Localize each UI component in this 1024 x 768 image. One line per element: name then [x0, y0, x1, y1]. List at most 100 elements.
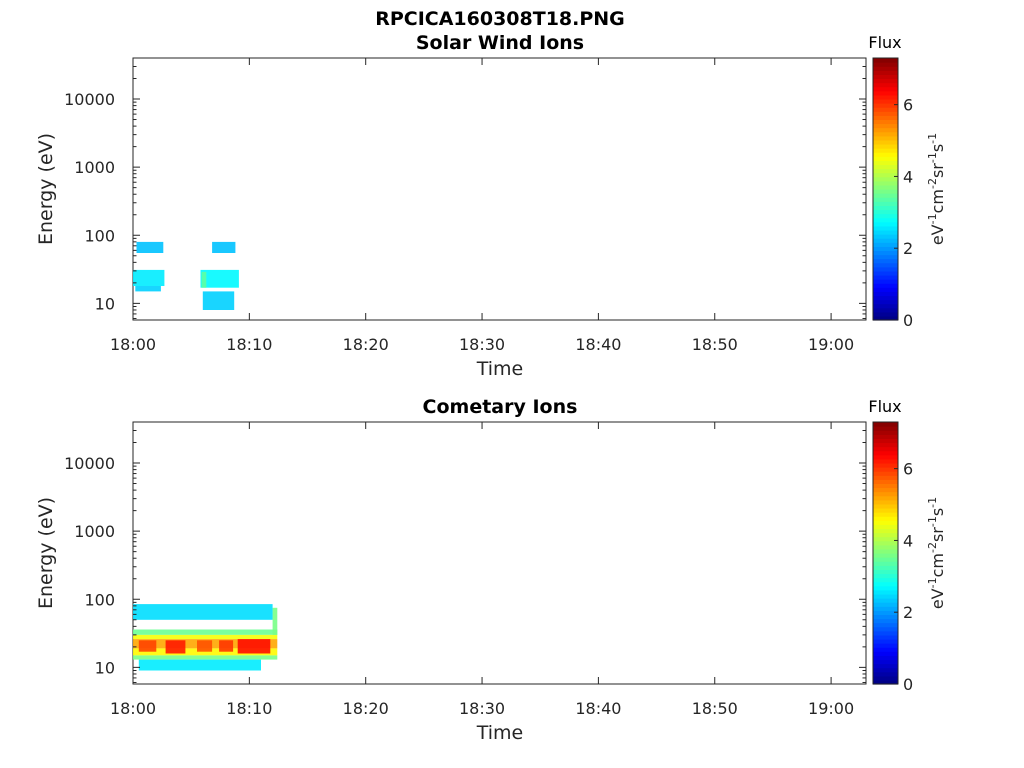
heatmap-cell: [138, 640, 157, 652]
heatmap-cell: [197, 640, 213, 652]
colorbar-band: [873, 213, 898, 219]
colorbar-band: [873, 94, 898, 100]
y-tick-label: 1000: [74, 522, 115, 541]
colorbar-band: [873, 561, 898, 566]
unit-exponent: -1: [926, 577, 939, 588]
colorbar-band: [873, 311, 898, 317]
colorbar-band: [873, 593, 898, 599]
colorbar-band: [873, 446, 898, 452]
colorbar-band: [873, 283, 898, 288]
colorbar-band: [873, 172, 898, 178]
colorbar-band: [873, 58, 898, 63]
y-tick-label: 10000: [64, 90, 115, 109]
colorbar-band: [873, 287, 898, 292]
colorbar-band: [873, 176, 898, 182]
colorbar-band: [873, 475, 898, 480]
heatmap-cell: [138, 659, 261, 671]
colorbar-band: [873, 111, 898, 116]
colorbar-band: [873, 544, 898, 550]
colorbar-band: [873, 483, 898, 489]
colorbar-band: [873, 581, 898, 587]
colorbar-band: [873, 70, 898, 75]
colorbar-unit-label: eV-1cm-2sr-1s-1: [926, 133, 947, 245]
colorbar-band: [873, 189, 898, 194]
colorbar-band: [873, 184, 898, 190]
colorbar-tick-label: 2: [903, 603, 913, 622]
colorbar-band: [873, 168, 898, 174]
colorbar-band: [873, 638, 898, 644]
colorbar-band: [873, 520, 898, 525]
unit-base: s: [928, 508, 947, 516]
colorbar-band: [873, 274, 898, 280]
y-tick-label: 100: [84, 226, 115, 245]
unit-base: eV: [928, 224, 947, 245]
figure-title: RPCICA160308T18.PNG: [375, 8, 625, 30]
y-tick-label: 10000: [64, 454, 115, 473]
colorbar-band: [873, 679, 898, 685]
unit-base: sr: [928, 163, 947, 178]
unit-exponent: -2: [926, 178, 939, 189]
unit-base: cm: [928, 189, 947, 213]
x-axis-label: Time: [476, 722, 524, 744]
colorbar-band: [873, 540, 898, 546]
colorbar-band: [873, 164, 898, 170]
colorbar-band: [873, 303, 898, 309]
colorbar-band: [873, 246, 898, 251]
colorbar-tick-label: 6: [903, 460, 913, 479]
colorbar-band: [873, 622, 898, 628]
colorbar-band: [873, 74, 898, 80]
panel-solar-wind-ions: 18:00 18:10 18:20 18:30 18:40 18:50 19:00 10 100…: [35, 32, 947, 380]
colorbar-band: [873, 307, 898, 313]
unit-base: cm: [928, 553, 947, 577]
colorbar-band: [873, 651, 898, 656]
colorbar-tick-label: 4: [903, 167, 913, 186]
colorbar-tick-label: 0: [903, 311, 913, 330]
colorbar-band: [873, 160, 898, 166]
heatmap-cell: [133, 604, 273, 620]
colorbar-band: [873, 450, 898, 456]
colorbar-band: [873, 62, 898, 67]
colorbar-tick-label: 6: [903, 96, 913, 115]
colorbar-band: [873, 225, 898, 231]
colorbar-band: [873, 659, 898, 665]
y-tick-label: 100: [84, 590, 115, 609]
colorbar-band: [873, 438, 898, 444]
colorbar-band: [873, 295, 898, 301]
y-tick-label: 1000: [74, 158, 115, 177]
colorbar-band: [873, 139, 898, 145]
x-tick-label: 18:20: [343, 699, 389, 718]
colorbar-band: [873, 193, 898, 198]
colorbar-band: [873, 98, 898, 104]
x-tick-label: 18:30: [459, 699, 505, 718]
colorbar-band: [873, 266, 898, 272]
colorbar-band: [873, 82, 898, 88]
colorbar-band: [873, 507, 898, 513]
unit-exponent: -1: [926, 497, 939, 508]
colorbar-band: [873, 238, 898, 243]
colorbar-band: [873, 254, 898, 260]
colorbar-band: [873, 270, 898, 276]
x-tick-label: 18:40: [575, 699, 621, 718]
y-axis-label: Energy (eV): [35, 133, 57, 245]
colorbar-band: [873, 528, 898, 534]
colorbar-band: [873, 491, 898, 497]
colorbar-band: [873, 143, 898, 149]
colorbar-band: [873, 589, 898, 595]
heatmap-cell: [133, 629, 278, 635]
panels: 18:00 18:10 18:20 18:30 18:40 18:50 19:0010100…: [35, 32, 947, 744]
x-tick-label: 19:00: [808, 699, 854, 718]
colorbar-band: [873, 614, 898, 620]
colorbar-unit-label: eV-1cm-2sr-1s-1: [926, 497, 947, 609]
heatmap-cell: [200, 269, 239, 288]
colorbar-band: [873, 655, 898, 661]
colorbar-band: [873, 180, 898, 186]
colorbar-band: [873, 127, 898, 133]
colorbar-band: [873, 454, 898, 460]
colorbar-band: [873, 630, 898, 636]
panel-cometary-ions: 18:00 18:10 18:20 18:30 18:40 18:50 19:00 10 100…: [35, 396, 947, 744]
colorbar-band: [873, 119, 898, 125]
colorbar-band: [873, 90, 898, 96]
colorbar-band: [873, 495, 898, 501]
